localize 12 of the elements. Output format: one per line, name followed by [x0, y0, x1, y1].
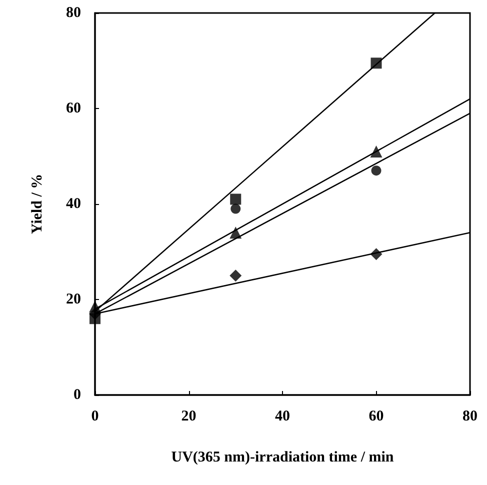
x-tick-label: 0 [91, 408, 99, 424]
y-axis-title: Yield / % [30, 174, 46, 234]
x-tick-label: 60 [368, 408, 384, 424]
y-tick-label: 80 [66, 5, 81, 21]
x-tick-label: 80 [462, 408, 478, 424]
x-axis-title: UV(365 nm)-irradiation time / min [171, 450, 394, 466]
y-tick-label: 40 [66, 196, 81, 212]
y-tick-label: 0 [74, 387, 81, 403]
x-tick-label: 20 [181, 408, 196, 424]
y-tick-label: 20 [66, 292, 81, 308]
y-tick-label: 60 [66, 100, 81, 116]
x-tick-label: 40 [275, 408, 290, 424]
